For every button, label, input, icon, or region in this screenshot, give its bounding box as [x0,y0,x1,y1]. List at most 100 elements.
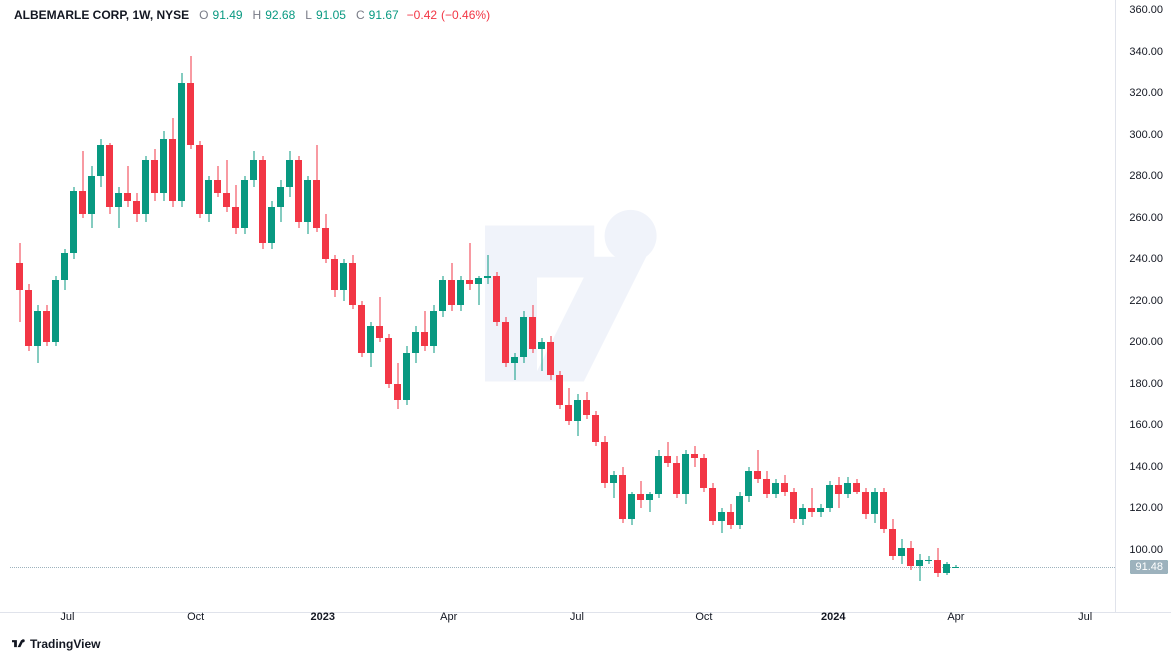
candle[interactable] [538,338,545,371]
candle[interactable] [781,475,788,496]
candle[interactable] [169,118,176,207]
candle[interactable] [502,317,509,367]
candle[interactable] [250,151,257,186]
candle[interactable] [628,492,635,525]
candle[interactable] [70,187,77,260]
candle[interactable] [691,446,698,467]
candle[interactable] [196,141,203,218]
candle[interactable] [952,565,959,568]
candle[interactable] [772,479,779,498]
candle[interactable] [178,73,185,208]
candle[interactable] [610,471,617,498]
candle[interactable] [592,411,599,446]
candle[interactable] [853,479,860,494]
candle[interactable] [700,454,707,491]
candle[interactable] [457,276,464,311]
candle[interactable] [313,145,320,232]
candle[interactable] [286,151,293,197]
candle[interactable] [142,156,149,222]
symbol-name[interactable]: ALBEMARLE CORP, 1W, NYSE [14,8,189,22]
candle[interactable] [394,363,401,409]
candle[interactable] [826,481,833,512]
candle[interactable] [88,166,95,228]
candle[interactable] [934,548,941,577]
candle[interactable] [385,334,392,388]
candle[interactable] [745,467,752,502]
candle[interactable] [403,346,410,404]
candle[interactable] [421,311,428,350]
candle[interactable] [808,488,815,517]
candle[interactable] [583,392,590,419]
candle[interactable] [232,185,239,235]
candle[interactable] [727,504,734,529]
candle[interactable] [448,263,455,311]
candle[interactable] [187,56,194,149]
candle[interactable] [151,149,158,201]
candle[interactable] [763,471,770,498]
candle[interactable] [655,450,662,498]
candle[interactable] [367,322,374,368]
candle[interactable] [817,504,824,516]
x-axis[interactable]: JulOct2023AprJulOct2024AprJulOct [10,609,1115,629]
candle[interactable] [682,450,689,504]
candle[interactable] [574,394,581,435]
candle[interactable] [547,336,554,380]
candle[interactable] [862,488,869,519]
footer-brand[interactable]: TradingView [12,637,100,651]
candle[interactable] [664,442,671,467]
candle[interactable] [124,166,131,207]
candle[interactable] [277,180,284,221]
candle[interactable] [16,243,23,322]
candle[interactable] [259,156,266,249]
plot-area[interactable] [10,0,1115,612]
candle[interactable] [214,166,221,197]
candle[interactable] [556,371,563,408]
candle[interactable] [25,284,32,350]
candle[interactable] [358,301,365,357]
candle[interactable] [619,467,626,523]
candle[interactable] [61,249,68,290]
candle[interactable] [925,556,932,564]
candle[interactable] [205,176,212,222]
candle[interactable] [43,305,50,346]
candle[interactable] [97,139,104,187]
candle[interactable] [511,353,518,380]
candle[interactable] [844,477,851,498]
candle[interactable] [349,255,356,309]
candle[interactable] [493,272,500,326]
candle[interactable] [52,276,59,347]
candle[interactable] [295,156,302,229]
candle[interactable] [943,562,950,574]
candle[interactable] [34,305,41,363]
candle[interactable] [736,492,743,529]
candle[interactable] [709,483,716,524]
candle[interactable] [430,305,437,353]
candle[interactable] [466,243,473,291]
candle[interactable] [790,488,797,523]
candle[interactable] [340,259,347,300]
candle[interactable] [889,519,896,560]
candlestick-series[interactable] [10,0,1115,612]
candle[interactable] [106,143,113,214]
candle[interactable] [880,488,887,534]
candle[interactable] [412,326,419,363]
candle[interactable] [916,554,923,581]
candle[interactable] [268,201,275,249]
candle[interactable] [223,160,230,212]
candle[interactable] [673,456,680,497]
candle[interactable] [835,477,842,508]
candle[interactable] [601,436,608,488]
candle[interactable] [115,187,122,228]
candle[interactable] [754,450,761,483]
candle[interactable] [331,255,338,296]
candle[interactable] [376,297,383,343]
candle[interactable] [79,151,86,217]
candle[interactable] [304,176,311,234]
candle[interactable] [322,214,329,264]
candle[interactable] [718,508,725,533]
candle[interactable] [439,276,446,317]
candle[interactable] [133,193,140,222]
candle[interactable] [241,176,248,234]
candle[interactable] [637,481,644,508]
candle[interactable] [520,311,527,363]
